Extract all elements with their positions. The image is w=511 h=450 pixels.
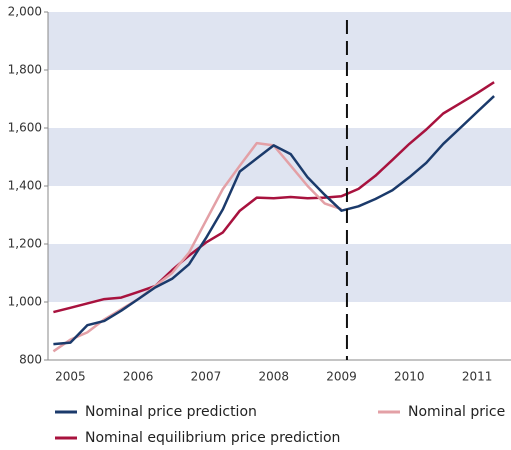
legend-label: Nominal price [408, 404, 505, 420]
y-tick-label: 2,000 [8, 5, 42, 19]
x-tick-label: 2010 [394, 370, 425, 384]
legend-label: Nominal price prediction [85, 404, 257, 420]
y-tick-label: 800 [19, 353, 42, 367]
y-tick-label: 1,400 [8, 179, 42, 193]
x-tick-label: 2009 [326, 370, 357, 384]
legend-label: Nominal equilibrium price prediction [85, 430, 340, 446]
x-tick-label: 2006 [123, 370, 154, 384]
x-tick-label: 2007 [191, 370, 222, 384]
band [48, 128, 511, 186]
x-tick-label: 2005 [55, 370, 86, 384]
x-tick-label: 2008 [258, 370, 289, 384]
y-tick-label: 1,600 [8, 121, 42, 135]
y-tick-label: 1,200 [8, 237, 42, 251]
band [48, 244, 511, 302]
x-tick-label: 2011 [462, 370, 493, 384]
series-line [53, 81, 495, 314]
y-tick-label: 1,000 [8, 295, 42, 309]
y-tick-label: 1,800 [8, 63, 42, 77]
band [48, 12, 511, 70]
series-line [53, 95, 495, 346]
